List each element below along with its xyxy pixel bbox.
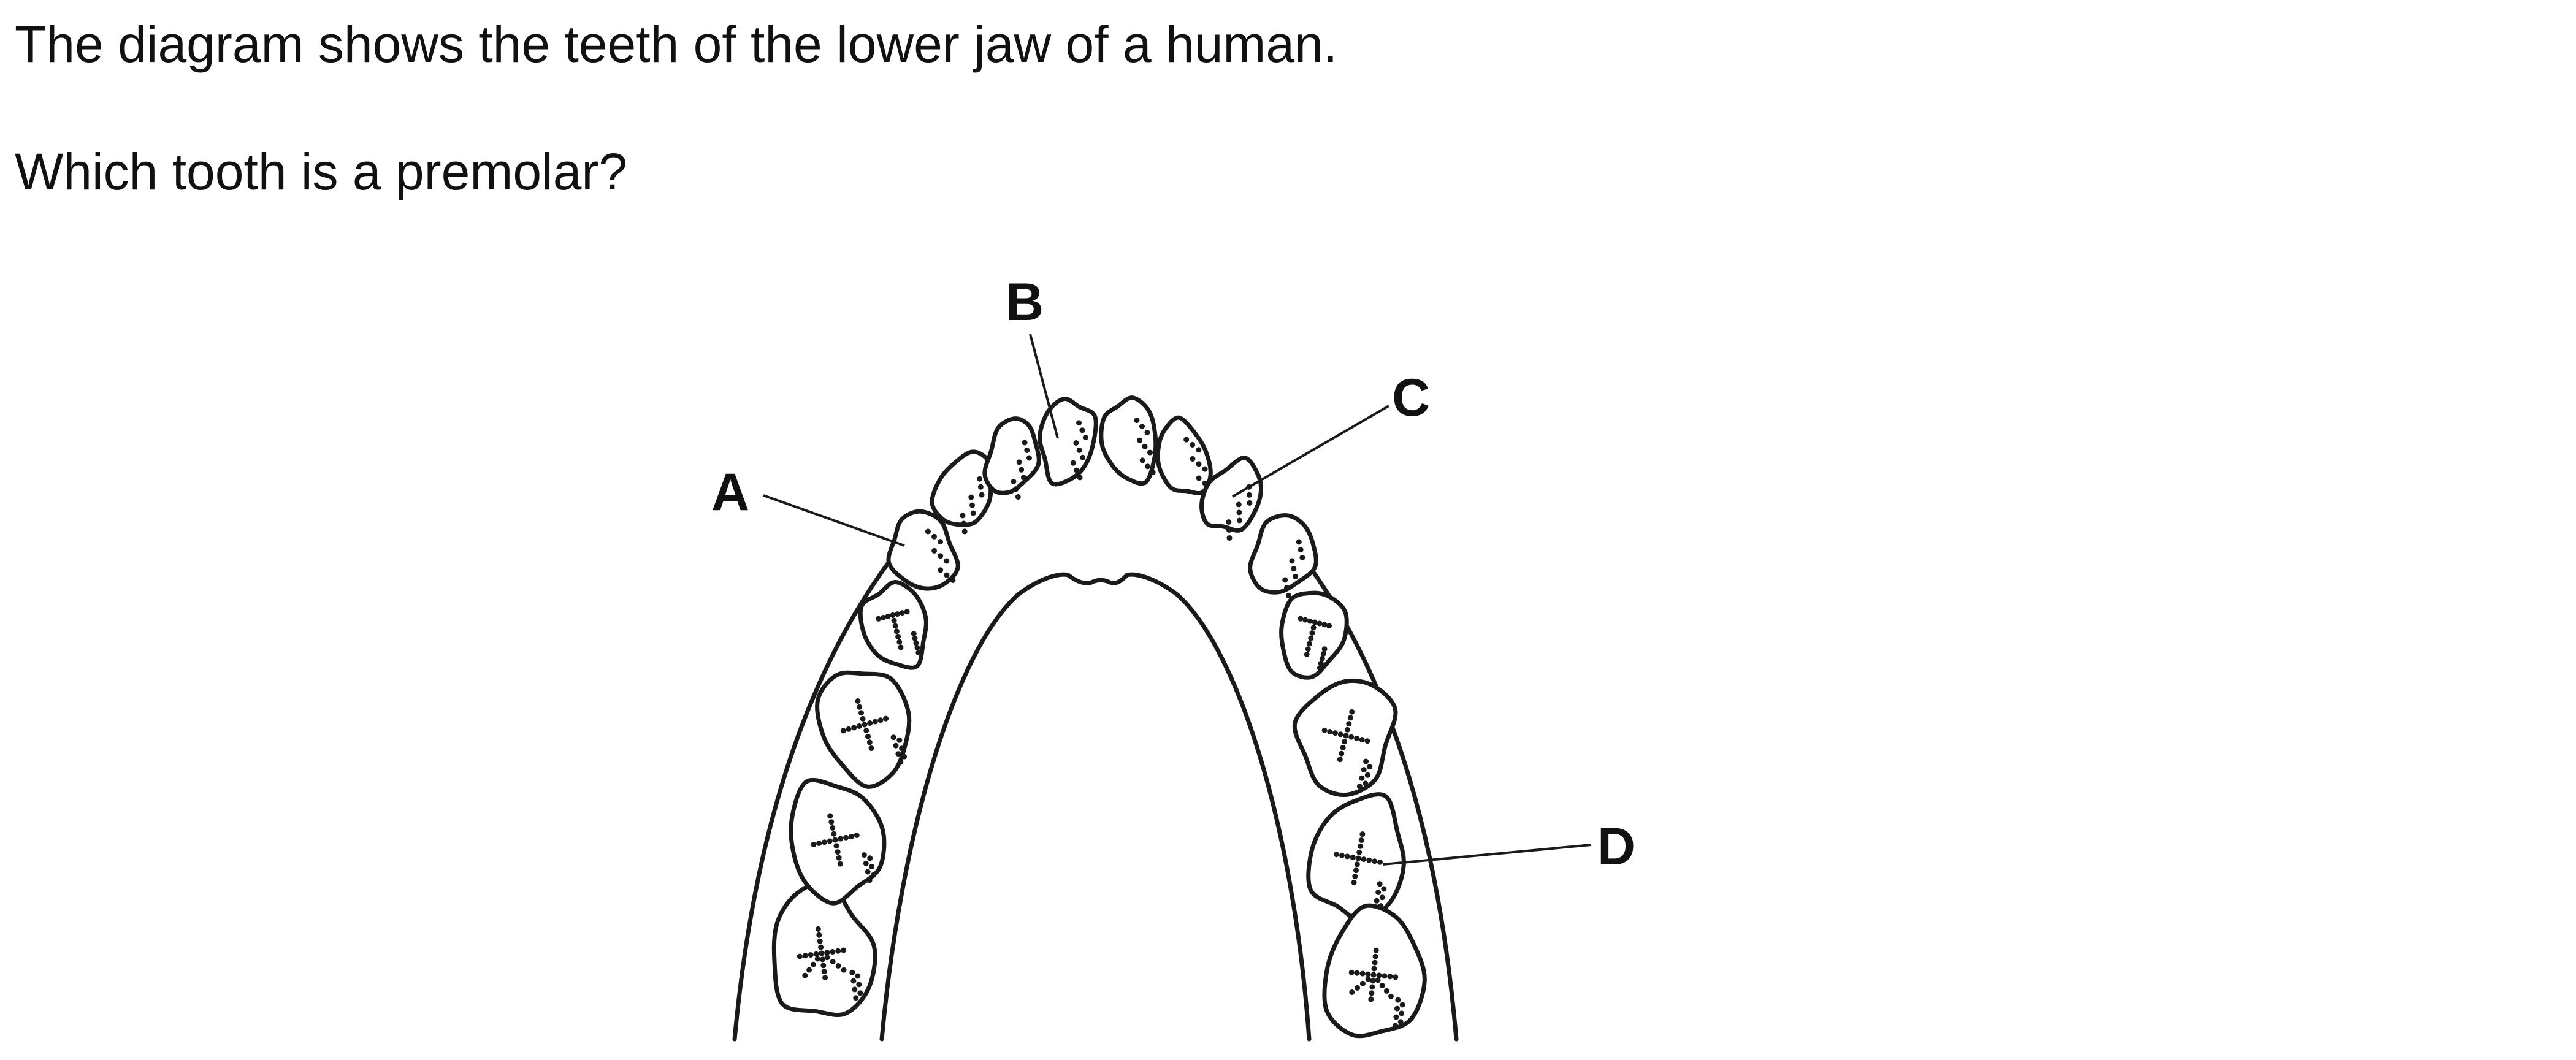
tooth-molar-left-1-outline xyxy=(815,670,912,789)
tooth-molar-left-3-stipple xyxy=(797,926,863,1001)
label-d: D xyxy=(1597,817,1635,876)
jaw-inner-outline xyxy=(879,572,1071,1042)
tooth-molar-right-2-stipple xyxy=(1334,831,1387,912)
tooth-molar-right-3-stipple xyxy=(1348,947,1405,1029)
tooth-premolar-right-2-outline xyxy=(1279,590,1349,680)
jaw-inner-outline xyxy=(1125,572,1312,1042)
tooth-molar-right-3 xyxy=(1322,903,1427,1039)
teeth-group xyxy=(771,395,1427,1039)
tooth-molar-right-1-stipple xyxy=(1321,709,1373,790)
question-intro: The diagram shows the teeth of the lower… xyxy=(15,15,1338,73)
leader-line-c xyxy=(1231,405,1390,498)
tooth-molar-right-2 xyxy=(1306,792,1406,923)
tooth-incisor-left-1-stipple xyxy=(1070,420,1088,481)
tooth-molar-left-2-stipple xyxy=(811,813,876,883)
leader-lines xyxy=(763,334,1592,866)
tooth-premolar-right-2-stipple xyxy=(1298,616,1332,671)
label-b: B xyxy=(1006,273,1044,332)
tooth-premolar-right-1-outline xyxy=(1248,513,1318,595)
tooth-incisor-left-2 xyxy=(982,416,1041,500)
tooth-molar-left-1 xyxy=(815,670,912,789)
tooth-incisor-left-2-stipple xyxy=(1011,440,1032,500)
tooth-molar-right-1 xyxy=(1292,678,1398,798)
tooth-incisor-left-1-outline xyxy=(1038,397,1098,487)
tooth-molar-left-2 xyxy=(789,777,887,906)
tooth-incisor-right-1 xyxy=(1099,395,1158,486)
leader-line-a xyxy=(763,494,905,547)
tooth-premolar-right-2 xyxy=(1279,590,1349,680)
tooth-molar-left-1-stipple xyxy=(840,698,907,765)
tooth-premolar-left-1-stipple xyxy=(925,528,956,583)
tooth-canine-left-stipple xyxy=(960,476,985,535)
label-c: C xyxy=(1392,368,1430,427)
tooth-premolar-left-2-stipple xyxy=(876,609,922,656)
tooth-canine-right xyxy=(1199,456,1264,541)
tooth-premolar-right-1-stipple xyxy=(1282,539,1305,598)
leader-line-b xyxy=(1029,334,1059,439)
jaw-outer-outline xyxy=(732,543,904,1042)
leader-line-d xyxy=(1382,844,1592,866)
tooth-incisor-right-1-stipple xyxy=(1134,418,1156,476)
jaw-inner-notch xyxy=(1066,573,1129,585)
tooth-premolar-left-1 xyxy=(886,509,960,591)
tooth-premolar-left-2 xyxy=(858,579,928,670)
question-prompt: Which tooth is a premolar? xyxy=(15,143,628,200)
label-a: A xyxy=(711,463,749,522)
tooth-premolar-right-1 xyxy=(1248,513,1318,598)
tooth-incisor-right-2-stipple xyxy=(1183,437,1214,491)
tooth-incisor-right-2 xyxy=(1155,415,1214,496)
tooth-incisor-left-1 xyxy=(1038,397,1098,487)
tooth-incisor-right-1-outline xyxy=(1099,395,1158,486)
tooth-molar-left-2-outline xyxy=(789,777,887,906)
